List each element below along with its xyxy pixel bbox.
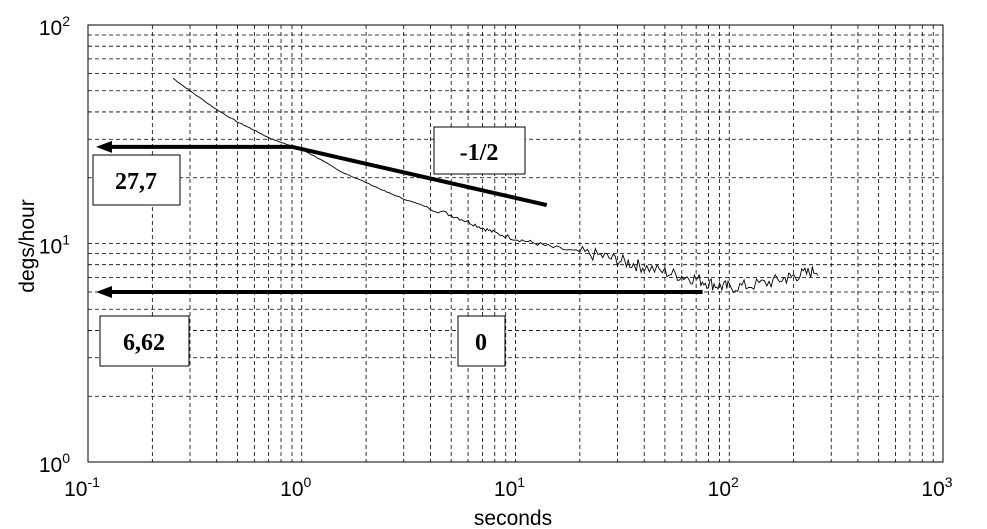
series-layer [172,77,819,294]
grid [88,25,943,462]
series-line-0 [172,77,819,294]
arrow-27-7-head [96,140,112,153]
svg-text:0: 0 [475,330,487,356]
y-tick-label: 102 [39,13,70,40]
x-tick-exponent: -1 [87,474,100,490]
annotation-27-7: 27,7 [92,154,181,206]
x-tick-exponent: 2 [731,474,739,490]
y-tick-label: 100 [39,450,70,477]
svg-text:27,7: 27,7 [115,169,157,195]
y-tick-base: 10 [39,454,62,477]
arrow-6-62-head [96,285,112,298]
reference-lines [96,140,703,298]
svg-text:6,62: 6,62 [123,330,165,356]
x-tick-base: 10 [708,478,731,501]
x-tick-base: 10 [921,478,944,501]
y-tick-exponent: 2 [62,13,70,29]
plot-frame [87,24,944,463]
x-tick-exponent: 1 [517,474,525,490]
x-tick-label: 103 [921,474,952,501]
x-tick-base: 10 [494,478,517,501]
x-tick-label: 101 [494,474,525,501]
y-tick-label: 101 [39,232,70,259]
y-tick-base: 10 [39,17,62,40]
x-tick-label: 10-1 [64,474,100,501]
x-axis-label: seconds [474,507,552,529]
x-tick-base: 10 [280,478,303,501]
y-axis-label: degs/hour [16,199,39,292]
svg-text:-1/2: -1/2 [460,140,499,166]
annotation-6-62: 6,62 [99,315,190,367]
y-tick-exponent: 1 [62,232,70,248]
annotation-minus-half: -1/2 [433,126,526,175]
x-tick-label: 102 [708,474,739,501]
x-tick-exponent: 0 [304,474,312,490]
x-tick-label: 100 [280,474,311,501]
y-tick-base: 10 [39,236,62,259]
x-tick-exponent: 3 [945,474,953,490]
annotation-zero: 0 [457,315,506,367]
slope-minus-half [291,144,548,207]
x-tick-labels: 10-1 100 101 102 103 [64,474,953,501]
y-tick-exponent: 0 [62,450,70,466]
x-tick-base: 10 [64,478,87,501]
